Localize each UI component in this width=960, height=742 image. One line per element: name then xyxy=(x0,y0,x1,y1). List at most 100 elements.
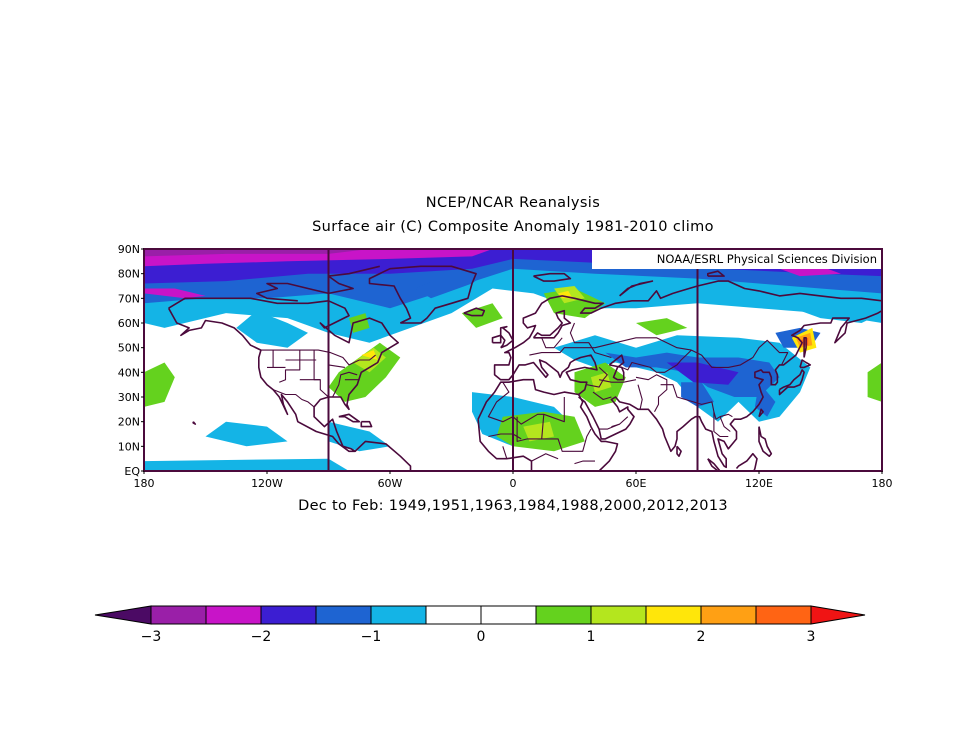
border-30 xyxy=(719,416,731,432)
colorbar-swatch-3 xyxy=(315,605,372,625)
lat-label: 60N xyxy=(118,317,140,330)
lon-label: 180 xyxy=(872,477,893,490)
colorbar-swatch-4 xyxy=(370,605,427,625)
colorbar-label: 1 xyxy=(587,629,596,645)
anomaly-patch-19 xyxy=(666,362,739,385)
coastline-15 xyxy=(758,426,773,458)
coastline-6 xyxy=(477,419,533,471)
colorbar-high-triangle xyxy=(810,605,866,625)
colorbar-swatch-5 xyxy=(425,605,482,625)
lat-label: EQ xyxy=(124,465,140,478)
coastline-8 xyxy=(532,309,572,339)
coastlines xyxy=(167,265,882,471)
lon-label: 120W xyxy=(251,477,283,490)
coastline-26 xyxy=(706,270,725,277)
lon-label: 120E xyxy=(745,477,773,490)
longitude-labels: 180 120W 60W 0 60E 120E 180 xyxy=(134,471,893,490)
coastline-12 xyxy=(799,359,812,369)
colorbar-swatch-9 xyxy=(645,605,702,625)
border-22 xyxy=(592,391,612,401)
lon-label: 0 xyxy=(510,477,517,490)
coastline-7 xyxy=(477,280,882,420)
meridian-lines xyxy=(327,249,699,471)
colorbar-swatch-1 xyxy=(205,605,262,625)
anomaly-patch-32 xyxy=(590,372,612,393)
anomaly-patch-13 xyxy=(328,421,390,452)
chart-subtitle: Surface air (C) Composite Anomaly 1981-2… xyxy=(312,219,714,235)
anomaly-patch-18 xyxy=(414,268,493,299)
coastline-22 xyxy=(192,421,197,425)
credit-box: NOAA/ESRL Physical Sciences Division xyxy=(592,250,881,269)
coastline-13 xyxy=(803,336,807,358)
coastline-16 xyxy=(707,458,722,471)
lon-label: 60E xyxy=(626,477,647,490)
colorbar-label: 3 xyxy=(807,629,816,645)
coastline-1 xyxy=(354,440,412,471)
coastline-19 xyxy=(608,354,625,381)
anomaly-patch-20 xyxy=(144,362,175,407)
colorbar-swatch-0 xyxy=(150,605,207,625)
border-15 xyxy=(502,446,508,459)
border-0 xyxy=(260,349,376,366)
colorbar-label: −1 xyxy=(361,629,382,645)
coastline-24 xyxy=(533,272,572,282)
coastline-5 xyxy=(491,334,502,344)
anomaly-patch-4 xyxy=(144,288,206,299)
coastline-11 xyxy=(778,369,805,396)
lat-label: 10N xyxy=(118,440,140,453)
coastline-17 xyxy=(735,452,758,471)
coastline-10 xyxy=(578,310,882,469)
lat-label: 90N xyxy=(118,243,140,256)
colorbar: −3 −2 −1 0 1 2 3 xyxy=(94,605,866,645)
colorbar-swatch-8 xyxy=(590,605,647,625)
colorbar-label: −2 xyxy=(251,629,272,645)
border-14 xyxy=(488,433,522,440)
colorbar-swatch-2 xyxy=(260,605,317,625)
border-16 xyxy=(531,453,559,462)
colorbar-swatch-11 xyxy=(755,605,812,625)
coastline-9 xyxy=(577,394,619,471)
lat-label: 80N xyxy=(118,268,140,281)
border-24 xyxy=(637,384,643,410)
border-28 xyxy=(621,349,692,373)
border-20 xyxy=(569,322,612,359)
coastline-4 xyxy=(499,325,514,349)
lat-label: 20N xyxy=(118,416,140,429)
colorbar-label: 2 xyxy=(697,629,706,645)
colorbar-label: −3 xyxy=(141,629,162,645)
border-23 xyxy=(598,379,637,383)
colorbar-swatch-6 xyxy=(480,605,537,625)
anomaly-patch-12 xyxy=(779,293,882,323)
coastline-25 xyxy=(619,280,654,297)
colorbar-swatch-10 xyxy=(700,605,757,625)
coastline-20 xyxy=(360,420,373,428)
coastline-14 xyxy=(758,408,764,418)
lat-label: 70N xyxy=(118,292,140,305)
colorbar-label: 0 xyxy=(477,629,486,645)
border-7 xyxy=(332,371,358,398)
border-6 xyxy=(328,364,345,368)
border-2 xyxy=(279,350,301,383)
border-29 xyxy=(713,411,729,438)
credit-text: NOAA/ESRL Physical Sciences Division xyxy=(657,252,877,266)
border-32 xyxy=(599,423,620,430)
lon-label: 60W xyxy=(378,477,403,490)
coastline-2 xyxy=(368,265,477,324)
border-19 xyxy=(541,337,563,349)
coastline-0 xyxy=(167,297,400,453)
chart-title: NCEP/NCAR Reanalysis xyxy=(425,195,601,211)
border-17 xyxy=(574,460,595,465)
colorbar-swatch-7 xyxy=(535,605,592,625)
lat-label: 30N xyxy=(118,391,140,404)
anomaly-patch-23 xyxy=(349,313,370,333)
lat-label: 50N xyxy=(118,342,140,355)
anomaly-patch-21 xyxy=(867,362,882,402)
lon-label: 180 xyxy=(134,477,155,490)
anomaly-patch-7 xyxy=(205,421,288,447)
border-27 xyxy=(691,339,789,368)
border-1 xyxy=(272,389,315,408)
latitude-labels: 90N 80N 70N 60N 50N 40N 30N 20N 10N EQ xyxy=(118,243,144,478)
border-21 xyxy=(586,366,608,388)
composite-years: Dec to Feb: 1949,1951,1963,1984,1988,200… xyxy=(298,498,728,514)
